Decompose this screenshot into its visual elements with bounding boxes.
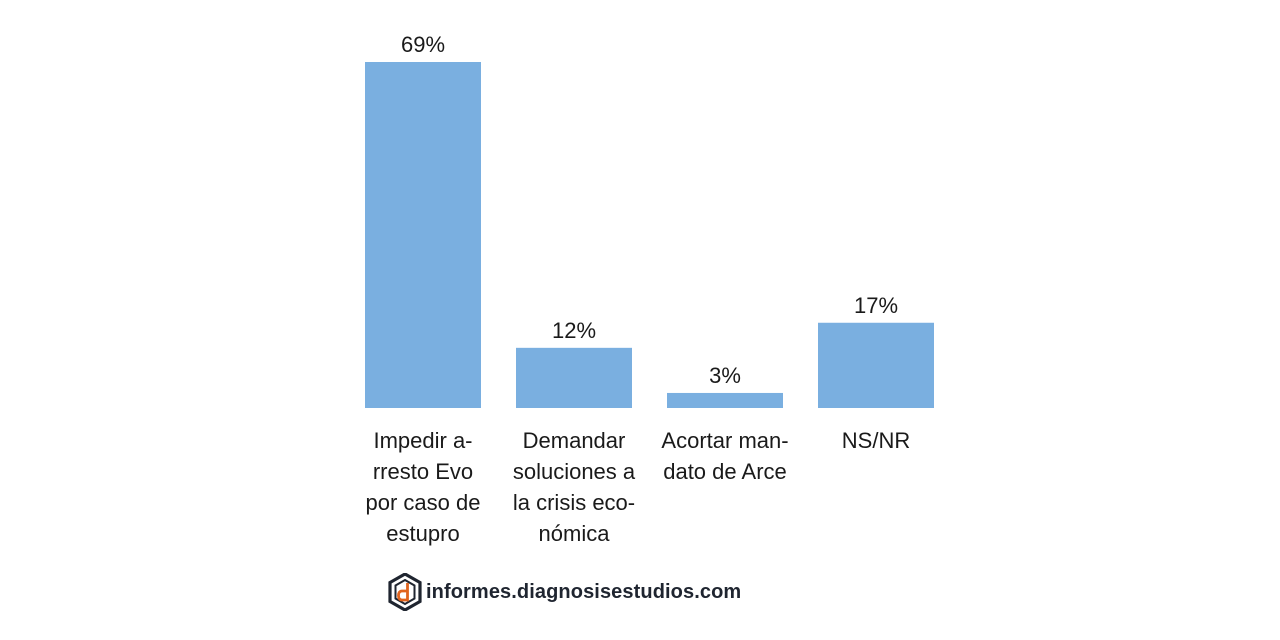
site-url: informes.diagnosisestudios.com — [426, 580, 742, 603]
category-label-1: Demandar soluciones a la crisis eco-nómica — [513, 428, 636, 546]
value-label-2: 3% — [709, 363, 741, 388]
value-label-3: 17% — [854, 293, 898, 318]
value-label-0: 69% — [401, 32, 445, 57]
bar-1 — [516, 347, 632, 408]
bar-2 — [667, 392, 783, 408]
footer: informes.diagnosisestudios.com — [388, 572, 741, 612]
category-label-3: NS/NR — [842, 428, 910, 453]
category-label-0: Impedir a-rresto Evo por caso de estupro — [366, 428, 481, 546]
bar-0 — [365, 62, 481, 408]
diagnosis-logo-icon — [388, 573, 422, 611]
value-label-1: 12% — [552, 318, 596, 343]
category-label-2: Acortar man-dato de Arce — [661, 428, 788, 484]
bar-3 — [818, 322, 934, 408]
